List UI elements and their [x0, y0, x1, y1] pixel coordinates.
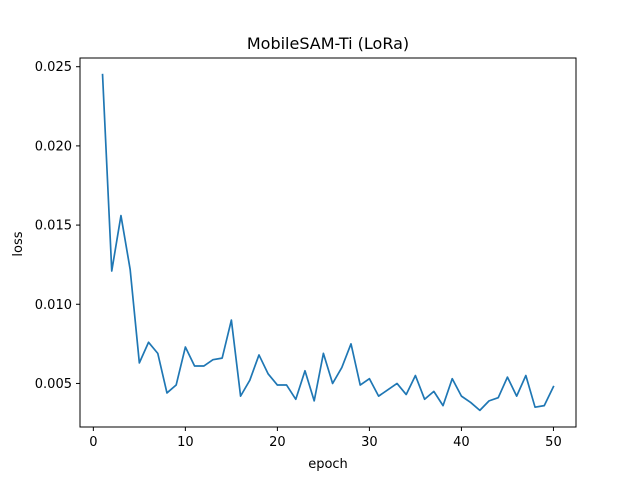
x-tick-label: 40	[453, 435, 470, 450]
plot-frame	[79, 57, 577, 428]
series-layer	[101, 73, 555, 412]
x-axis-ticks: 0 10 20 30 40 50	[89, 427, 562, 450]
x-axis-label: epoch	[308, 457, 348, 472]
x-tick-label: 20	[269, 435, 286, 450]
y-tick-label: 0.010	[35, 298, 72, 313]
y-tick-label: 0.005	[35, 377, 72, 392]
x-tick-label: 10	[177, 435, 194, 450]
y-tick-label: 0.020	[35, 139, 72, 154]
x-tick-label: 50	[545, 435, 562, 450]
x-tick-label: 0	[89, 435, 97, 450]
y-tick-label: 0.015	[35, 219, 72, 234]
series-line	[101, 73, 555, 412]
x-tick-label: 30	[361, 435, 378, 450]
chart-title: MobileSAM-Ti (LoRa)	[247, 34, 409, 53]
y-axis-ticks: 0.005 0.010 0.015 0.020 0.025	[35, 60, 80, 392]
y-tick-label: 0.025	[35, 60, 72, 75]
y-axis-label: loss	[11, 231, 26, 256]
